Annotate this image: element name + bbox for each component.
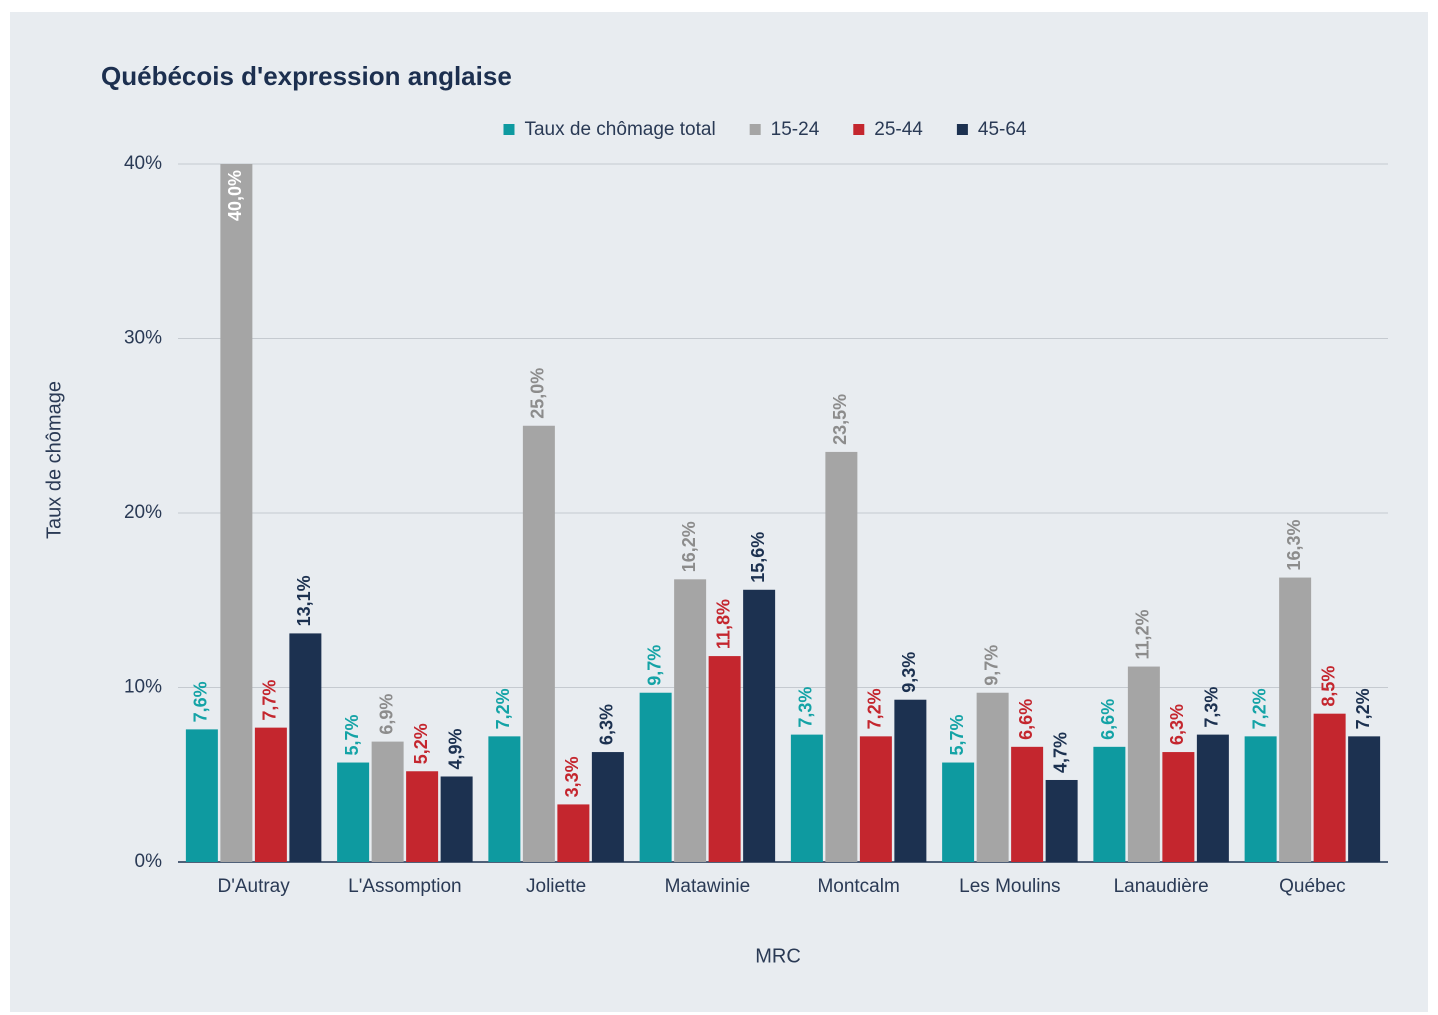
bar	[557, 804, 590, 862]
bar	[185, 729, 218, 862]
x-axis-label: MRC	[755, 945, 801, 967]
value-label: 5,7%	[947, 715, 967, 756]
legend-swatch	[503, 124, 515, 135]
bar	[743, 589, 776, 862]
value-label: 6,3%	[597, 704, 617, 745]
value-label: 6,9%	[376, 694, 396, 735]
bar	[1279, 577, 1312, 862]
value-label: 7,2%	[1249, 688, 1269, 729]
legend-label: 45-64	[978, 119, 1027, 140]
bar	[708, 656, 741, 862]
legend-label: 15-24	[771, 119, 820, 140]
value-label: 4,9%	[445, 728, 465, 769]
bar	[591, 752, 624, 862]
bar	[522, 425, 555, 862]
value-label: 4,7%	[1050, 732, 1070, 773]
value-label: 16,3%	[1284, 520, 1304, 571]
bar	[1011, 746, 1044, 862]
bar	[1196, 734, 1229, 862]
value-label: 25,0%	[528, 368, 548, 419]
x-tick-label: Matawinie	[665, 876, 751, 897]
value-label: 5,2%	[411, 723, 431, 764]
value-label: 7,7%	[260, 680, 280, 721]
value-label: 5,7%	[342, 715, 362, 756]
bar	[1162, 752, 1195, 862]
bar	[337, 762, 370, 862]
legend-label: Taux de chômage total	[524, 119, 715, 140]
bar	[488, 736, 521, 862]
value-label: 7,6%	[191, 681, 211, 722]
value-label: 6,6%	[1016, 699, 1036, 740]
legend-swatch	[749, 124, 761, 135]
legend-swatch	[853, 124, 865, 135]
value-label: 15,6%	[748, 532, 768, 583]
bar	[976, 692, 1009, 862]
x-tick-label: Lanaudière	[1114, 876, 1209, 897]
x-tick-label: Québec	[1279, 876, 1346, 897]
value-label: 8,5%	[1318, 666, 1338, 707]
value-label: 11,2%	[1133, 610, 1153, 660]
value-label: 3,3%	[562, 756, 582, 797]
value-label: 16,2%	[679, 521, 699, 572]
legend-label: 25-44	[874, 119, 923, 140]
y-tick-label: 10%	[124, 677, 162, 698]
bar	[371, 741, 404, 862]
x-tick-label: D'Autray	[217, 876, 290, 897]
bar	[254, 727, 287, 862]
value-label: 7,2%	[493, 688, 513, 729]
x-tick-label: L'Assomption	[348, 876, 461, 897]
value-label: 7,2%	[865, 688, 885, 729]
y-tick-label: 20%	[124, 502, 162, 523]
value-label: 7,3%	[1202, 687, 1222, 728]
value-label: 7,3%	[796, 687, 816, 728]
y-axis-label: Taux de chômage	[43, 381, 65, 539]
bar	[790, 734, 823, 862]
y-tick-label: 0%	[135, 851, 163, 872]
x-tick-label: Montcalm	[817, 876, 899, 897]
value-label: 11,8%	[713, 599, 733, 649]
bar	[289, 633, 322, 862]
bar	[859, 736, 892, 862]
value-label: 23,5%	[830, 394, 850, 445]
x-tick-label: Les Moulins	[959, 876, 1060, 897]
bar	[1348, 736, 1381, 862]
chart-title: Québécois d'expression anglaise	[101, 61, 512, 91]
value-label: 6,3%	[1167, 704, 1187, 745]
bar	[1127, 666, 1160, 862]
bar	[942, 762, 975, 862]
legend-swatch	[956, 124, 968, 135]
bar	[406, 771, 439, 862]
value-label: 9,7%	[981, 645, 1001, 686]
value-label: 7,2%	[1353, 688, 1373, 729]
value-label: 9,3%	[899, 652, 919, 693]
bar	[440, 776, 473, 862]
bar	[1244, 736, 1277, 862]
x-tick-label: Joliette	[526, 876, 586, 897]
bar	[1045, 779, 1078, 862]
bar	[639, 692, 672, 862]
y-tick-label: 40%	[124, 153, 162, 174]
value-label: 40,0%	[225, 170, 245, 221]
value-label: 6,6%	[1098, 699, 1118, 740]
bar	[220, 164, 253, 862]
bar	[674, 579, 707, 862]
y-tick-label: 30%	[124, 328, 162, 349]
bar	[825, 451, 858, 862]
value-label: 9,7%	[644, 645, 664, 686]
bar	[1093, 746, 1126, 862]
bar	[1313, 713, 1346, 862]
value-label: 13,1%	[294, 575, 314, 626]
bar	[894, 699, 927, 862]
